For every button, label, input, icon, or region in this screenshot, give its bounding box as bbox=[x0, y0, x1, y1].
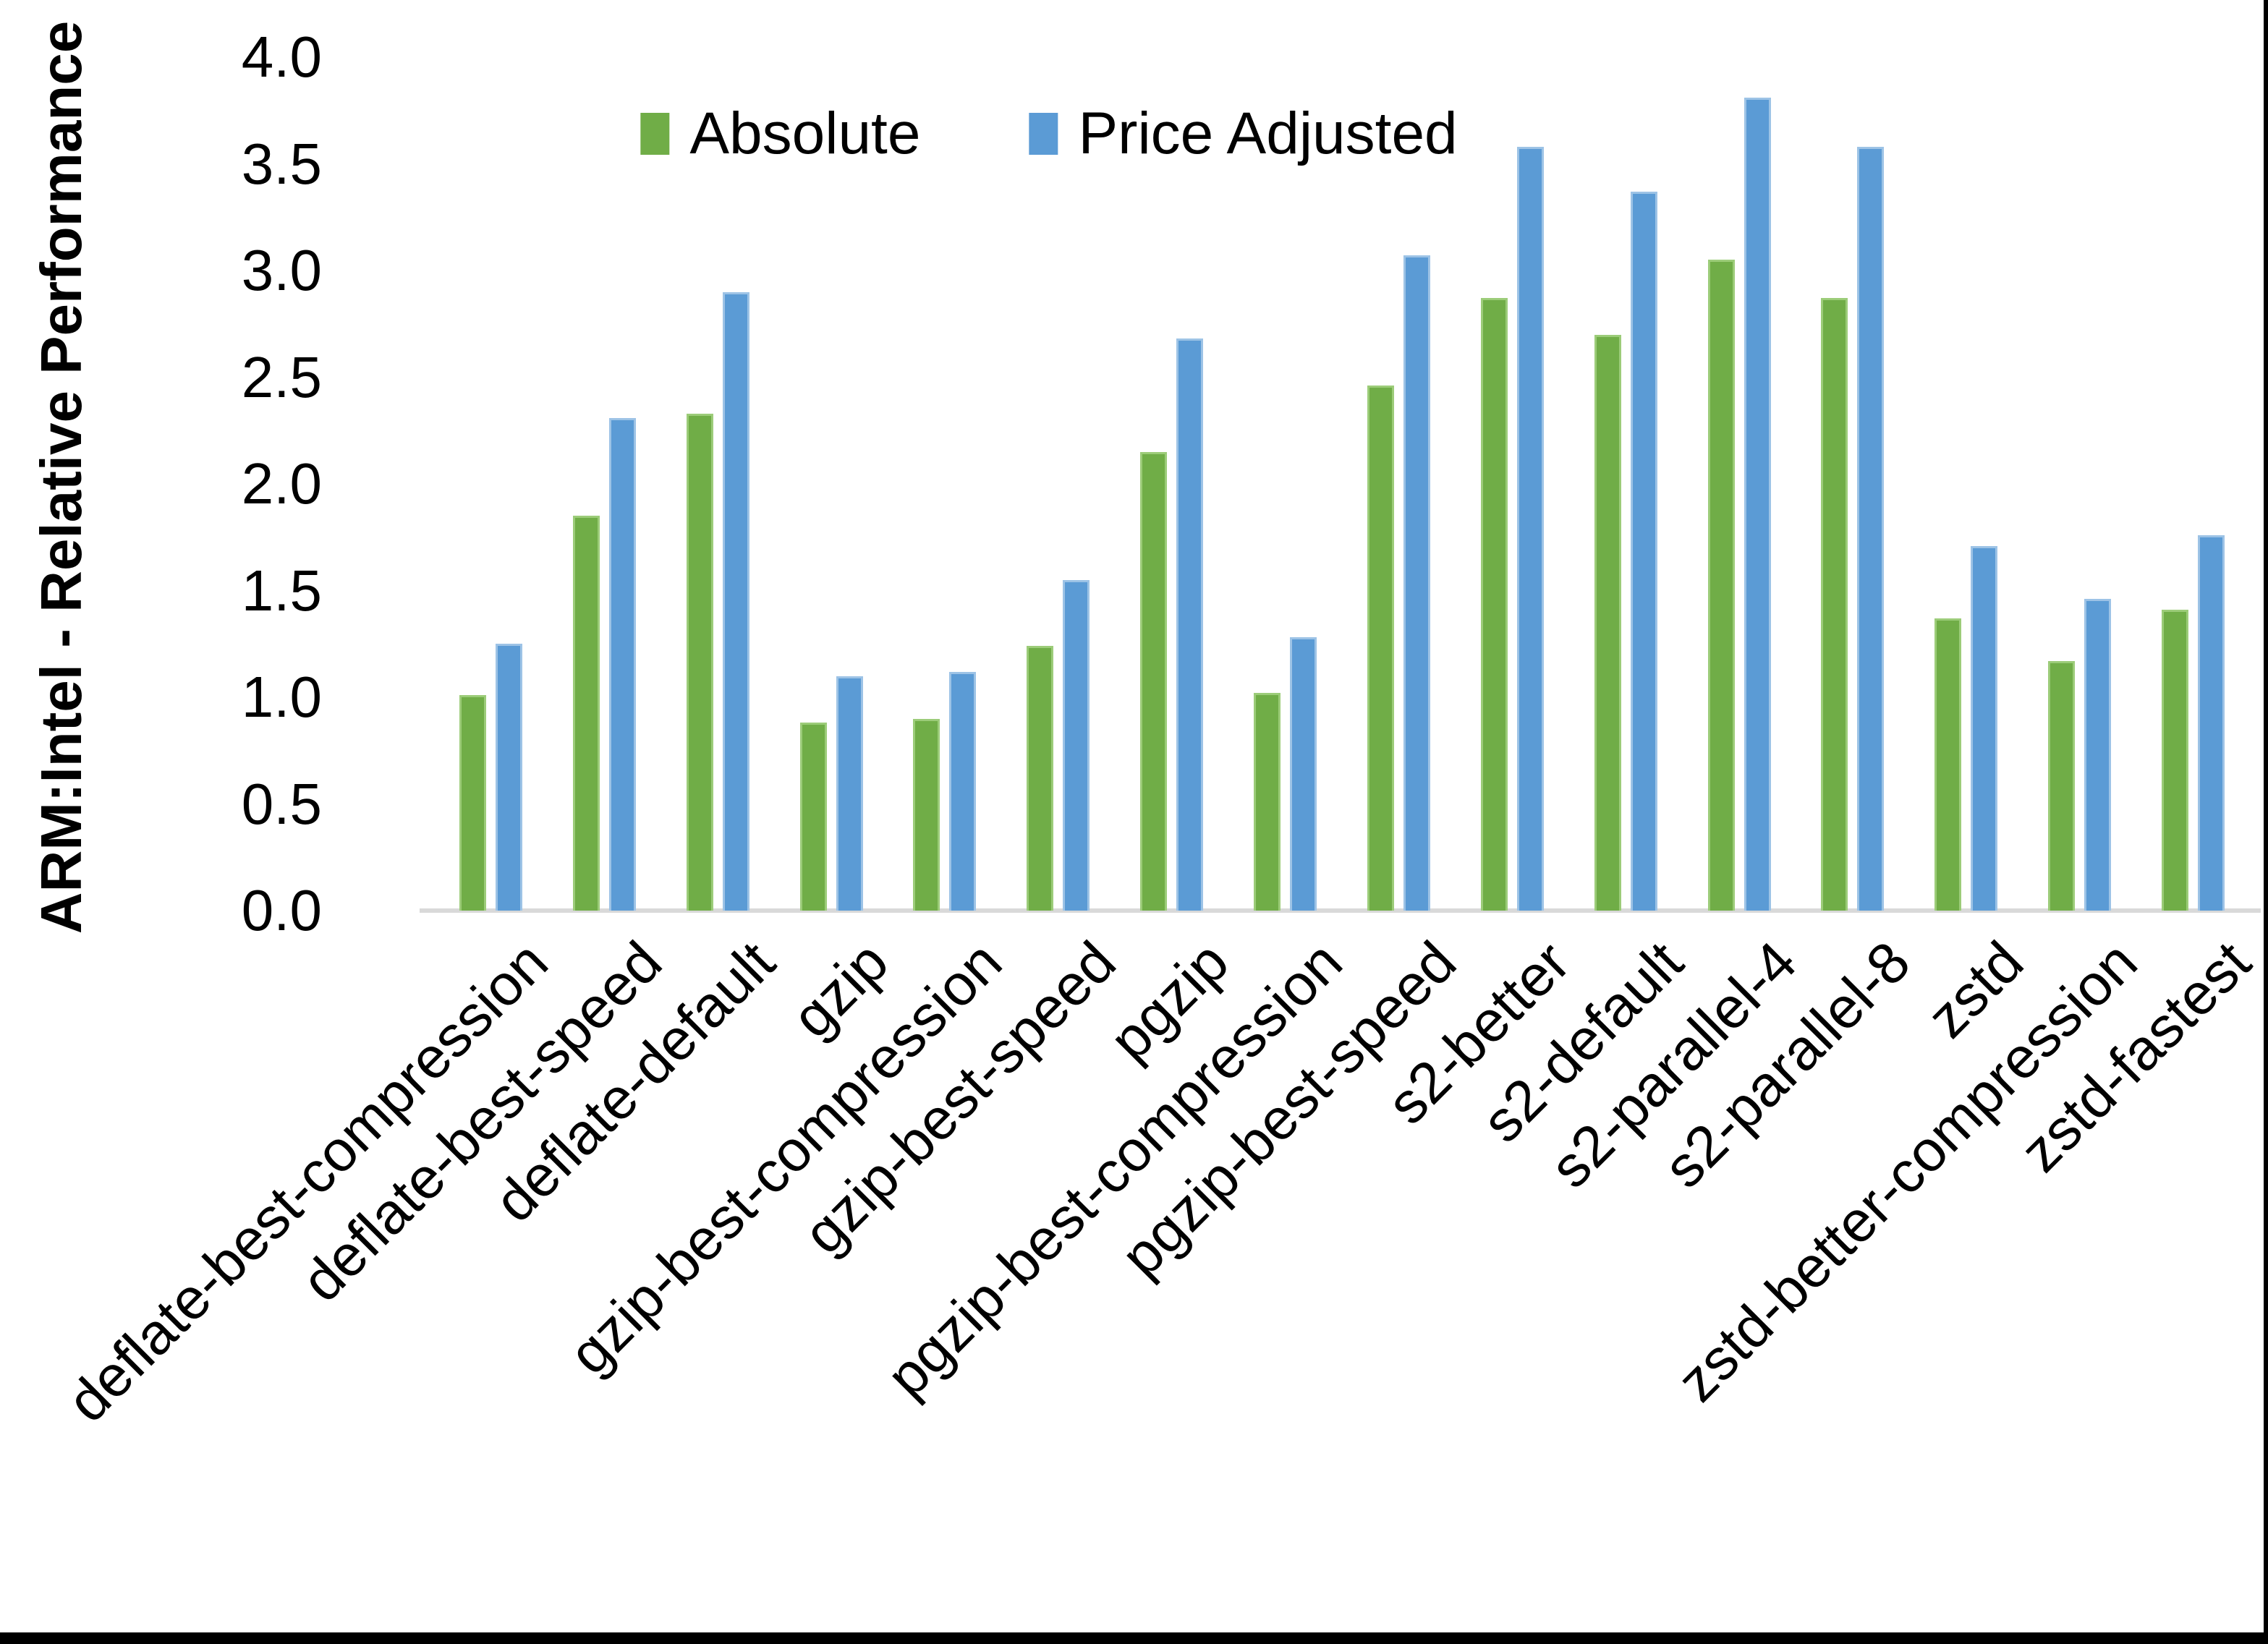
bar-group bbox=[1228, 57, 1342, 911]
bar-group bbox=[1909, 57, 2023, 911]
bar-absolute bbox=[799, 723, 827, 911]
bar-group bbox=[1001, 57, 1115, 911]
bar-price-adjusted bbox=[1516, 146, 1544, 911]
bar-group bbox=[2023, 57, 2136, 911]
bar-absolute bbox=[1367, 386, 1394, 911]
legend: Absolute Price Adjusted bbox=[640, 100, 1458, 168]
y-tick-label: 1.5 bbox=[241, 558, 322, 623]
bar-absolute bbox=[1934, 618, 1962, 911]
y-tick-label: 1.0 bbox=[241, 665, 322, 729]
bar-group bbox=[548, 57, 661, 911]
bar-absolute bbox=[1140, 451, 1168, 911]
legend-item-price-adjusted: Price Adjusted bbox=[1029, 100, 1458, 168]
bar-price-adjusted bbox=[2084, 599, 2112, 911]
legend-label-price-adjusted: Price Adjusted bbox=[1078, 101, 1458, 166]
bar-price-adjusted bbox=[1403, 255, 1430, 911]
bar-group bbox=[1796, 57, 1910, 911]
bar-price-adjusted bbox=[1857, 146, 1885, 911]
bar-group bbox=[1456, 57, 1569, 911]
bar-price-adjusted bbox=[1176, 338, 1204, 911]
bar-absolute bbox=[1027, 646, 1054, 911]
bar-group bbox=[1569, 57, 1683, 911]
y-tick-label: 3.5 bbox=[241, 131, 322, 196]
bar-group bbox=[2136, 57, 2250, 911]
bar-absolute bbox=[1480, 298, 1508, 911]
legend-swatch-price-adjusted-icon bbox=[1029, 113, 1058, 155]
bar-absolute bbox=[1594, 334, 1621, 911]
y-tick-label: 4.0 bbox=[241, 25, 322, 89]
bar-absolute bbox=[1821, 298, 1848, 911]
bar-group bbox=[661, 57, 775, 911]
y-axis-title: ARM:Intel - Relative Performance bbox=[29, 20, 93, 934]
bottom-frame-edge bbox=[0, 1632, 2268, 1644]
bar-price-adjusted bbox=[1290, 637, 1317, 911]
bar-price-adjusted bbox=[1063, 579, 1090, 911]
bar-absolute bbox=[459, 695, 486, 911]
bar-absolute bbox=[2162, 610, 2189, 911]
bar-price-adjusted bbox=[836, 676, 863, 911]
bar-price-adjusted bbox=[608, 417, 636, 911]
bar-groups bbox=[434, 57, 2250, 911]
bar-price-adjusted bbox=[1744, 98, 1771, 911]
bar-price-adjusted bbox=[949, 671, 977, 911]
bar-absolute bbox=[686, 413, 713, 911]
bar-price-adjusted bbox=[495, 644, 522, 911]
bar-group bbox=[1115, 57, 1228, 911]
legend-label-absolute: Absolute bbox=[689, 101, 921, 166]
plot-area bbox=[420, 57, 2261, 913]
y-tick-label: 0.0 bbox=[241, 878, 322, 942]
bar-absolute bbox=[572, 516, 600, 911]
bar-price-adjusted bbox=[722, 291, 749, 911]
bar-absolute bbox=[1254, 693, 1281, 911]
bar-group bbox=[434, 57, 548, 911]
legend-item-absolute: Absolute bbox=[640, 100, 920, 168]
y-tick-label: 3.0 bbox=[241, 238, 322, 302]
bar-price-adjusted bbox=[1630, 191, 1657, 911]
y-tick-label: 0.5 bbox=[241, 771, 322, 836]
bar-absolute bbox=[2048, 660, 2076, 911]
x-category-label: deflate-best-compression bbox=[55, 929, 561, 1434]
bar-absolute bbox=[1707, 260, 1735, 911]
legend-swatch-absolute-icon bbox=[640, 113, 670, 155]
bar-group bbox=[1342, 57, 1456, 911]
bar-group bbox=[888, 57, 1002, 911]
y-tick-label: 2.5 bbox=[241, 344, 322, 409]
bar-group bbox=[1683, 57, 1796, 911]
y-tick-label: 2.0 bbox=[241, 451, 322, 516]
bar-absolute bbox=[913, 718, 940, 911]
bar-group bbox=[775, 57, 888, 911]
right-frame-edge bbox=[2264, 0, 2268, 1644]
x-axis-baseline bbox=[420, 908, 2261, 913]
bar-price-adjusted bbox=[2198, 534, 2225, 911]
bar-price-adjusted bbox=[1971, 545, 1998, 911]
